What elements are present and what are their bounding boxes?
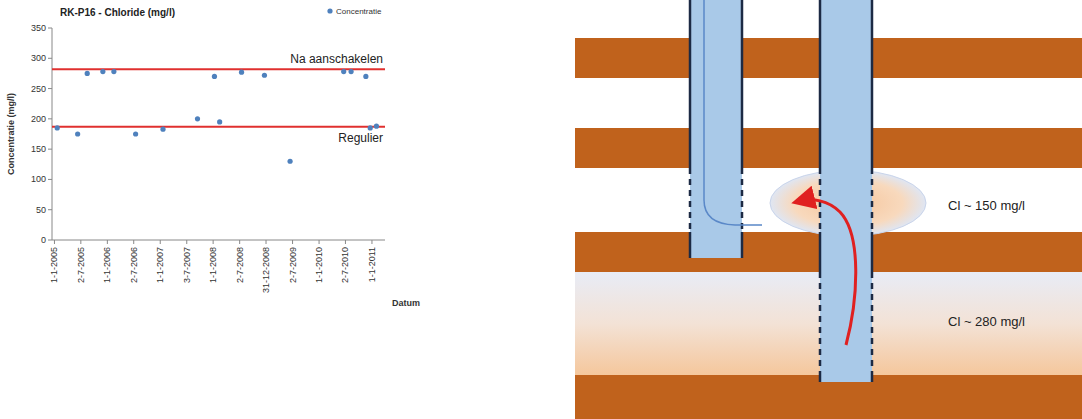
x-tick-label: 1-1-2011 — [367, 247, 377, 282]
well-casing — [871, 372, 874, 382]
data-point — [111, 69, 116, 74]
y-tick-label: 0 — [41, 235, 46, 245]
data-point — [100, 69, 105, 74]
x-tick-label: 1-1-2010 — [314, 247, 324, 283]
well-casing — [819, 372, 822, 382]
x-tick — [186, 240, 187, 244]
data-point — [195, 116, 200, 121]
diagram: Cl ~ 150 mg/l Cl ~ 280 mg/l — [575, 0, 1082, 419]
well-screen — [871, 168, 874, 232]
y-tick-label: 350 — [31, 23, 46, 33]
y-tick-label: 100 — [31, 174, 46, 184]
reference-label: Na aanschakelen — [290, 52, 383, 66]
x-tick — [160, 240, 161, 244]
plot-area — [52, 69, 385, 164]
reference-label: Regulier — [338, 131, 383, 145]
x-tick-label: 2-7-2010 — [340, 247, 350, 283]
data-point — [341, 69, 346, 74]
data-point — [85, 71, 90, 76]
x-tick — [345, 240, 346, 244]
data-point — [287, 159, 292, 164]
well-casing — [689, 0, 692, 168]
x-tick — [371, 240, 372, 244]
y-tick-label: 300 — [31, 53, 46, 63]
x-axis — [52, 240, 385, 241]
data-point — [75, 131, 80, 136]
x-tick — [107, 240, 108, 244]
well-casing — [741, 232, 744, 258]
data-point — [348, 69, 353, 74]
y-axis-title: Concentratie (mg/l) — [6, 93, 16, 175]
well-casing — [689, 232, 692, 258]
layer-label: Cl ~ 150 mg/l — [948, 198, 1025, 213]
well-casing — [871, 232, 874, 272]
data-point — [160, 127, 165, 132]
x-tick-label: 1-1-2005 — [49, 247, 59, 283]
well-casing — [819, 0, 822, 168]
data-point — [55, 125, 60, 130]
y-tick — [48, 58, 52, 59]
data-point — [363, 74, 368, 79]
upconing-arrow — [800, 200, 856, 345]
x-tick — [319, 240, 320, 244]
x-tick-label: 31-12-2008 — [261, 247, 271, 293]
well — [820, 0, 872, 382]
x-tick-label: 2-7-2008 — [235, 247, 245, 283]
well-casing — [741, 0, 744, 168]
y-tick-label: 200 — [31, 114, 46, 124]
data-point — [374, 124, 379, 129]
x-tick — [54, 240, 55, 244]
y-tick — [48, 149, 52, 150]
reference-line — [52, 126, 385, 128]
x-tick — [133, 240, 134, 244]
y-tick — [48, 240, 52, 241]
x-tick-label: 3-7-2007 — [182, 247, 192, 283]
y-tick — [48, 209, 52, 210]
well-screen — [741, 168, 744, 232]
data-point — [239, 70, 244, 75]
x-tick — [80, 240, 81, 244]
well-screen — [689, 168, 692, 232]
y-tick-label: 50 — [36, 205, 46, 215]
y-tick-label: 250 — [31, 84, 46, 94]
x-tick — [292, 240, 293, 244]
pump-line — [704, 0, 762, 225]
y-axis — [52, 28, 53, 240]
y-tick — [48, 179, 52, 180]
legend-label: Concentratie — [336, 7, 382, 16]
data-point — [262, 73, 267, 78]
x-tick-label: 2-7-2005 — [76, 247, 86, 283]
legend-marker — [327, 8, 332, 13]
x-tick-label: 1-1-2006 — [102, 247, 112, 283]
y-tick — [48, 118, 52, 119]
chart-title: RK-P16 - Chloride (mg/l) — [60, 7, 175, 18]
layer-label: Cl ~ 280 mg/l — [948, 314, 1025, 329]
well-screen — [819, 272, 822, 372]
well-screen — [871, 272, 874, 372]
x-axis-title: Datum — [392, 298, 420, 308]
y-tick — [48, 28, 52, 29]
data-point — [212, 74, 217, 79]
x-tick-label: 1-1-2007 — [155, 247, 165, 283]
x-tick-label: 2-7-2009 — [288, 247, 298, 283]
well — [690, 0, 742, 258]
x-tick — [266, 240, 267, 244]
x-tick — [239, 240, 240, 244]
x-tick-label: 1-1-2008 — [208, 247, 218, 283]
x-tick — [213, 240, 214, 244]
well-casing — [819, 232, 822, 272]
data-point — [217, 119, 222, 124]
data-point — [133, 131, 138, 136]
y-tick — [48, 88, 52, 89]
page: RK-P16 - Chloride (mg/l) 0 50 100 150 200 250 3… — [0, 0, 1082, 419]
y-tick-label: 150 — [31, 144, 46, 154]
x-tick-label: 2-7-2006 — [129, 247, 139, 283]
well-casing — [871, 0, 874, 168]
